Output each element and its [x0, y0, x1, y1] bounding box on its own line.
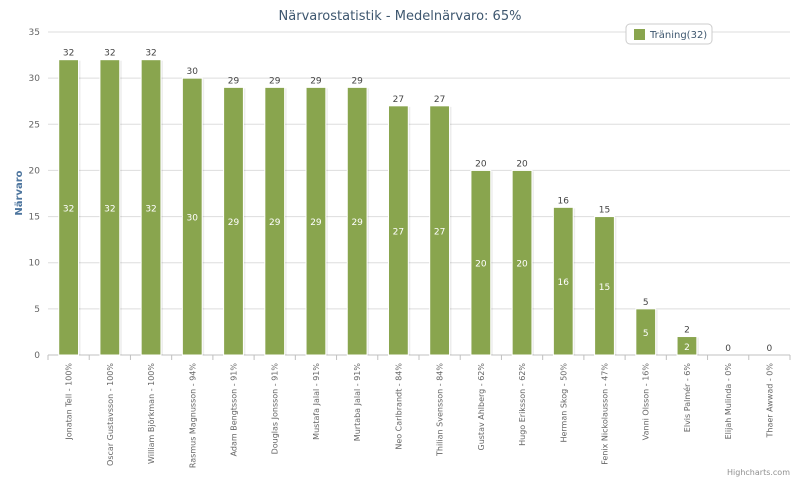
- data-label-inside: 32: [104, 204, 115, 214]
- data-label-top: 32: [104, 49, 115, 59]
- x-tick-label: Elijah Mulinda - 0%: [724, 363, 733, 440]
- y-tick-label: 10: [29, 259, 41, 269]
- y-axis-label: Närvaro: [14, 170, 25, 215]
- x-tick-label: Elvis Palmér - 6%: [682, 363, 692, 433]
- x-tick-label: Hugo Eriksson - 62%: [518, 363, 527, 446]
- data-label-inside: 5: [643, 329, 649, 339]
- data-label-inside: 29: [310, 218, 322, 228]
- data-label-top: 0: [725, 344, 731, 354]
- x-tick-label: Douglas Jonsson - 91%: [271, 363, 280, 455]
- data-label-top: 30: [187, 67, 199, 77]
- x-tick-label: Fenix Nickolausson - 47%: [601, 363, 610, 465]
- data-label-top: 27: [393, 95, 404, 105]
- bar[interactable]: [635, 308, 657, 356]
- x-axis: Jonatan Tell - 100% Oscar Gustavsson - 10…: [47, 355, 791, 469]
- bar[interactable]: [676, 336, 698, 356]
- data-label-top: 16: [558, 196, 570, 206]
- bar[interactable]: [264, 86, 286, 356]
- legend[interactable]: Träning(32): [625, 23, 713, 45]
- data-label-top: 27: [434, 95, 445, 105]
- data-label-top: 20: [516, 159, 528, 169]
- legend-swatch: [634, 29, 645, 40]
- grid-lines: [48, 31, 790, 356]
- bar[interactable]: [429, 105, 451, 356]
- data-label-top: 2: [684, 326, 690, 336]
- bar[interactable]: [99, 59, 121, 356]
- bar[interactable]: [594, 216, 615, 356]
- data-label-inside: 15: [599, 283, 610, 293]
- x-tick-label: Thilian Svensson - 84%: [436, 363, 445, 457]
- data-label-top: 5: [643, 298, 649, 308]
- data-label-top: 32: [63, 49, 74, 59]
- x-tick-label: Herman Skog - 50%: [559, 363, 568, 443]
- bar[interactable]: [346, 86, 368, 356]
- data-label-inside: 32: [145, 204, 156, 214]
- x-tick-label: William Björkman - 100%: [147, 363, 156, 464]
- x-tick-label: Thaer Awwad - 0%: [765, 363, 774, 439]
- data-label-inside: 16: [558, 278, 570, 288]
- data-label-top: 29: [228, 76, 240, 86]
- y-tick-label: 0: [34, 351, 40, 361]
- credits-link[interactable]: Highcharts.com: [727, 468, 790, 477]
- bar[interactable]: [140, 59, 162, 356]
- data-label-inside: 32: [63, 204, 74, 214]
- data-label-top: 29: [351, 76, 363, 86]
- y-tick-label: 25: [29, 120, 40, 130]
- data-label-top: 15: [599, 206, 610, 216]
- data-label-inside: 29: [228, 218, 240, 228]
- data-label-top: 0: [767, 344, 773, 354]
- bar[interactable]: [552, 206, 574, 356]
- data-label-top: 20: [475, 159, 487, 169]
- y-tick-label: 15: [29, 213, 40, 223]
- x-tick-label: Neo Carlbrandt - 84%: [394, 363, 403, 450]
- x-tick-label: Oscar Gustavsson - 100%: [106, 363, 115, 466]
- x-tick-label: Murtaba Jalal - 91%: [353, 363, 362, 442]
- y-tick-label: 5: [34, 305, 40, 315]
- x-tick-label: Jonatan Tell - 100%: [65, 363, 74, 441]
- y-tick-label: 20: [29, 166, 41, 176]
- bar[interactable]: [387, 105, 409, 356]
- bar[interactable]: [223, 86, 244, 356]
- x-tick-label: Gustav Ahlberg - 62%: [477, 363, 486, 451]
- legend-item-label[interactable]: Träning(32): [649, 30, 707, 41]
- data-label-inside: 30: [187, 214, 199, 224]
- y-tick-label: 30: [29, 74, 41, 84]
- x-tick-label: Mustafa Jalal - 91%: [312, 363, 321, 440]
- x-tick-label: Vanni Olsson - 16%: [642, 363, 651, 441]
- data-label-inside: 27: [393, 227, 404, 237]
- bars-group: [58, 59, 699, 356]
- data-label-inside: 20: [475, 260, 487, 270]
- data-label-inside: 29: [351, 218, 363, 228]
- data-label-top: 32: [145, 49, 156, 59]
- bar[interactable]: [511, 169, 533, 356]
- bar[interactable]: [305, 86, 327, 356]
- data-labels-group: 32 32 32 32 32 32 30 30 29 29 29 29 29 29 29 29 27 27 27 27…: [63, 49, 773, 354]
- chart-title: Närvarostatistik - Medelnärvaro: 65%: [279, 9, 522, 24]
- data-label-top: 29: [310, 76, 322, 86]
- y-axis: 0 5 10 15 20 25 30 35: [29, 28, 41, 361]
- data-label-inside: 20: [516, 260, 528, 270]
- bar[interactable]: [58, 59, 80, 356]
- legend-box: [625, 23, 713, 45]
- x-tick-label: Adam Bengtsson - 91%: [230, 363, 239, 457]
- data-label-inside: 27: [434, 227, 445, 237]
- data-label-inside: 29: [269, 218, 281, 228]
- y-tick-label: 35: [29, 28, 40, 38]
- data-label-inside: 2: [684, 343, 690, 353]
- data-label-top: 29: [269, 76, 281, 86]
- bar[interactable]: [470, 169, 492, 356]
- x-tick-label: Rasmus Magnusson - 94%: [188, 363, 197, 469]
- bar[interactable]: [181, 77, 203, 356]
